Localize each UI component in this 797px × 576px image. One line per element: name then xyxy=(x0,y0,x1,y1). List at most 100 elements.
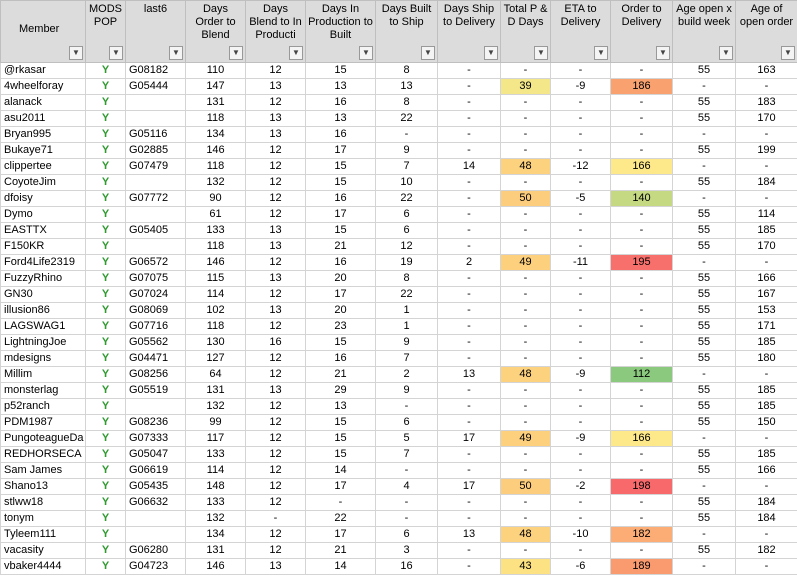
filter-dropdown[interactable]: ▼ xyxy=(69,46,83,60)
cell: 131 xyxy=(185,382,246,399)
cell: 55 xyxy=(672,510,736,527)
cell: - xyxy=(550,446,611,463)
cell: -10 xyxy=(550,526,611,543)
cell: G04723 xyxy=(125,558,186,575)
cell: Y xyxy=(85,462,126,479)
cell: - xyxy=(672,78,736,95)
column-header: Age of open order ▼ xyxy=(735,0,797,63)
cell: Y xyxy=(85,302,126,319)
cell: 114 xyxy=(735,206,797,223)
cell: 6 xyxy=(375,222,438,239)
cell: Y xyxy=(85,174,126,191)
cell: Y xyxy=(85,94,126,111)
cell: G05519 xyxy=(125,382,186,399)
filter-dropdown[interactable]: ▼ xyxy=(781,46,795,60)
cell: - xyxy=(610,62,673,79)
cell: - xyxy=(500,334,551,351)
filter-dropdown[interactable]: ▼ xyxy=(109,46,123,60)
cell: 185 xyxy=(735,222,797,239)
column-header: Days Blend to In Producti ▼ xyxy=(245,0,306,63)
cell: 146 xyxy=(185,142,246,159)
cell: 12 xyxy=(245,494,306,511)
cell: - xyxy=(610,110,673,127)
cell: vacasity xyxy=(0,542,86,559)
cell: 150 xyxy=(735,414,797,431)
cell: - xyxy=(437,286,501,303)
cell: 22 xyxy=(305,510,376,527)
cell: - xyxy=(500,318,551,335)
cell: - xyxy=(500,398,551,415)
cell xyxy=(125,110,186,127)
filter-dropdown[interactable]: ▼ xyxy=(719,46,733,60)
table-row: Millim Y G08256 64 12 21 2 13 48 -9 112- - xyxy=(0,366,797,383)
cell: 3 xyxy=(375,542,438,559)
cell: - xyxy=(550,462,611,479)
cell: 12 xyxy=(245,142,306,159)
cell: 118 xyxy=(185,110,246,127)
table-row: vacasity Y G06280 131 12 21 3- - - -55 182 xyxy=(0,542,797,559)
cell: 13 xyxy=(245,110,306,127)
cell: - xyxy=(672,430,736,447)
cell: tonym xyxy=(0,510,86,527)
table-row: asu2011 Y 118 13 13 22- - - -55 170 xyxy=(0,110,797,127)
filter-dropdown[interactable]: ▼ xyxy=(534,46,548,60)
cell: - xyxy=(550,414,611,431)
cell: GN30 xyxy=(0,286,86,303)
filter-dropdown[interactable]: ▼ xyxy=(289,46,303,60)
cell: 16 xyxy=(375,558,438,575)
cell: - xyxy=(500,414,551,431)
filter-dropdown[interactable]: ▼ xyxy=(229,46,243,60)
header-text: ETA to Delivery xyxy=(560,3,601,28)
cell: 23 xyxy=(305,318,376,335)
filter-dropdown[interactable]: ▼ xyxy=(421,46,435,60)
filter-dropdown[interactable]: ▼ xyxy=(169,46,183,60)
table-row: Shano13 Y G05435 148 12 17 4 17 50 -2 198- - xyxy=(0,478,797,495)
cell: 1 xyxy=(375,318,438,335)
header-text: Age open x build week xyxy=(676,3,732,28)
cell: - xyxy=(610,126,673,143)
cell: G07024 xyxy=(125,286,186,303)
header-text: Member xyxy=(19,23,60,35)
cell: 118 xyxy=(185,318,246,335)
column-header: MODS POP ▼ xyxy=(85,0,126,63)
cell: Y xyxy=(85,414,126,431)
cell: 20 xyxy=(305,302,376,319)
cell: 17 xyxy=(305,478,376,495)
column-header: ETA to Delivery ▼ xyxy=(550,0,611,63)
table-row: FuzzyRhino Y G07075 115 13 20 8- - - -55 166 xyxy=(0,270,797,287)
cell: 16 xyxy=(305,94,376,111)
cell: 13 xyxy=(245,126,306,143)
cell: - xyxy=(437,142,501,159)
cell: - xyxy=(437,62,501,79)
filter-dropdown[interactable]: ▼ xyxy=(656,46,670,60)
cell: - xyxy=(500,286,551,303)
cell: FuzzyRhino xyxy=(0,270,86,287)
cell: -2 xyxy=(550,478,611,495)
cell: 15 xyxy=(305,174,376,191)
cell: 15 xyxy=(305,334,376,351)
cell: 118 xyxy=(185,238,246,255)
cell: 185 xyxy=(735,334,797,351)
cell: 16 xyxy=(305,190,376,207)
cell: - xyxy=(610,462,673,479)
header-row: Member ▼ MODS POP ▼ last6 ▼ Days Order to Blen… xyxy=(0,0,797,63)
cell: - xyxy=(610,270,673,287)
cell: p52ranch xyxy=(0,398,86,415)
cell: 12 xyxy=(245,462,306,479)
filter-dropdown[interactable]: ▼ xyxy=(359,46,373,60)
cell: G05116 xyxy=(125,126,186,143)
filter-dropdown[interactable]: ▼ xyxy=(484,46,498,60)
cell xyxy=(125,526,186,543)
cell: - xyxy=(735,78,797,95)
filter-dropdown[interactable]: ▼ xyxy=(594,46,608,60)
cell: 49 xyxy=(500,430,551,447)
header-text: Age of open order xyxy=(739,3,794,28)
cell: 12 xyxy=(245,478,306,495)
cell: - xyxy=(550,206,611,223)
cell: 48 xyxy=(500,526,551,543)
cell: - xyxy=(550,174,611,191)
cell: G08256 xyxy=(125,366,186,383)
cell: 55 xyxy=(672,222,736,239)
cell: 21 xyxy=(305,542,376,559)
cell: 22 xyxy=(375,190,438,207)
